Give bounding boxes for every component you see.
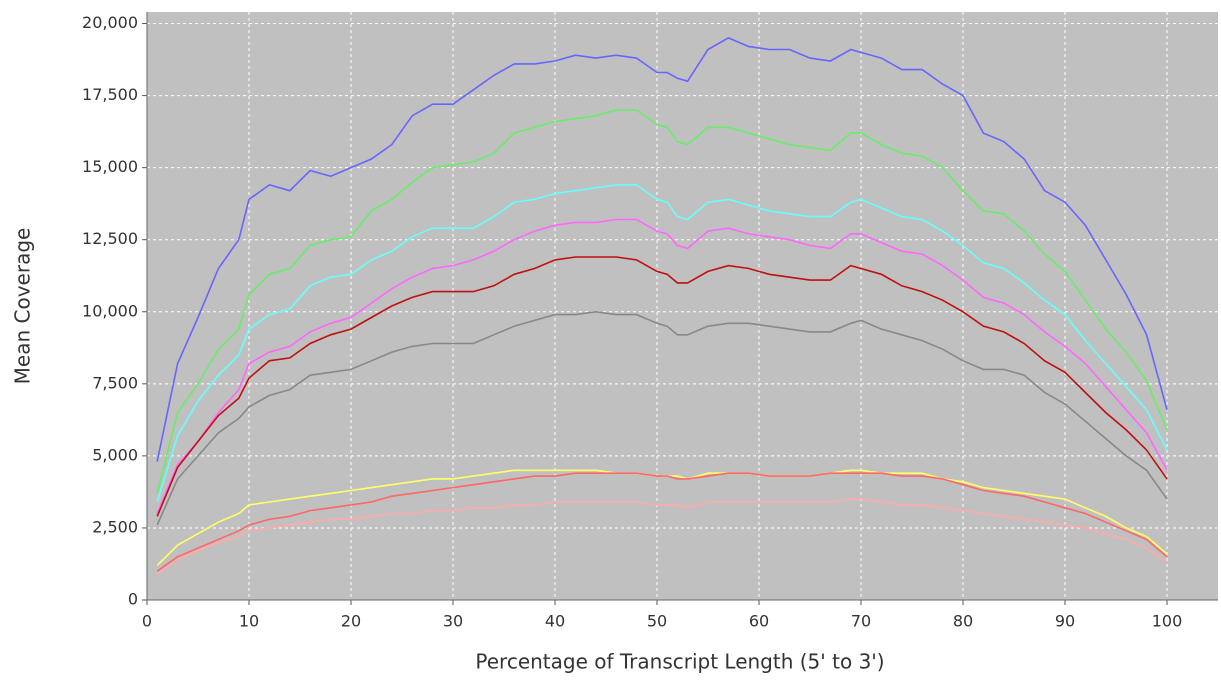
series-line xyxy=(156,184,1168,503)
y-tick-label: 17,500 xyxy=(82,85,138,104)
y-tick-label: 0 xyxy=(128,590,138,609)
series-line xyxy=(156,37,1168,462)
y-tick-label: 2,500 xyxy=(92,517,138,536)
x-tick-label: 0 xyxy=(142,612,152,631)
series-line xyxy=(156,109,1168,494)
series-line xyxy=(156,498,1168,575)
x-tick-label: 70 xyxy=(851,612,871,631)
plot-area xyxy=(147,12,1218,600)
x-tick-label: 20 xyxy=(341,612,361,631)
x-tick-label: 60 xyxy=(749,612,769,631)
series-line xyxy=(156,256,1168,517)
x-tick-label: 50 xyxy=(647,612,667,631)
series-line xyxy=(156,218,1168,514)
y-tick-label: 5,000 xyxy=(92,445,138,464)
y-tick-label: 7,500 xyxy=(92,373,138,392)
y-tick-label: 10,000 xyxy=(82,301,138,320)
x-tick-label: 40 xyxy=(545,612,565,631)
x-axis-label: Percentage of Transcript Length (5' to 3… xyxy=(475,650,884,674)
y-tick-label: 15,000 xyxy=(82,157,138,176)
series-line xyxy=(156,472,1168,572)
y-tick-label: 12,500 xyxy=(82,229,138,248)
x-tick-label: 80 xyxy=(953,612,973,631)
series-line xyxy=(156,310,1168,526)
x-tick-label: 100 xyxy=(1152,612,1183,631)
y-axis-label: Mean Coverage xyxy=(11,228,35,385)
x-tick-label: 30 xyxy=(443,612,463,631)
x-tick-label: 90 xyxy=(1055,612,1075,631)
y-tick-label: 20,000 xyxy=(82,13,138,32)
x-tick-label: 10 xyxy=(239,612,259,631)
